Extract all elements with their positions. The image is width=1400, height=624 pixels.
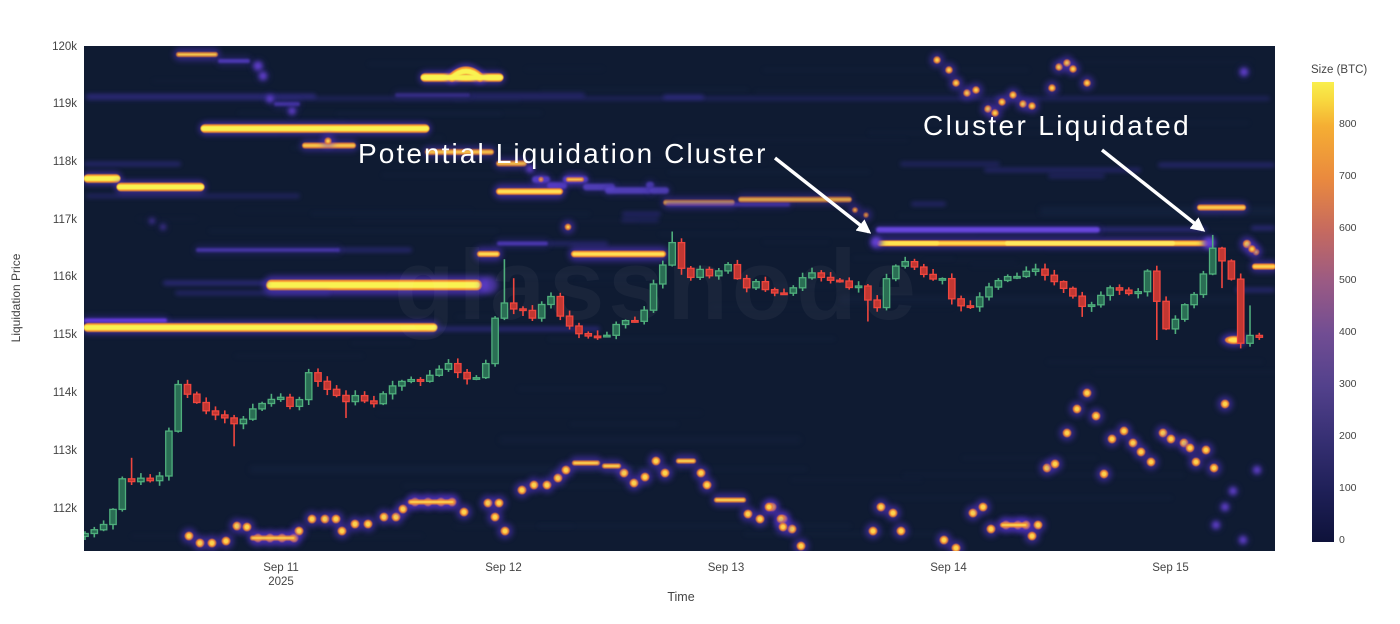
svg-text:112k: 112k [53,503,77,515]
svg-text:800: 800 [1339,118,1357,130]
svg-text:Sep 13: Sep 13 [708,562,744,574]
svg-text:Size (BTC): Size (BTC) [1311,64,1367,76]
svg-text:118k: 118k [53,156,77,168]
svg-text:100: 100 [1339,482,1357,494]
svg-text:120k: 120k [52,41,77,53]
svg-text:300: 300 [1339,378,1357,390]
svg-text:200: 200 [1339,430,1357,442]
svg-text:Cluster Liquidated: Cluster Liquidated [923,110,1191,141]
svg-text:Sep 14: Sep 14 [930,562,967,574]
svg-text:500: 500 [1339,274,1357,286]
svg-text:700: 700 [1339,170,1357,182]
svg-text:Sep 11: Sep 11 [263,562,299,574]
svg-text:0: 0 [1339,534,1345,546]
svg-text:116k: 116k [53,271,77,283]
svg-text:115k: 115k [53,329,77,341]
svg-text:Sep 15: Sep 15 [1152,562,1188,574]
svg-text:117k: 117k [53,214,77,226]
svg-text:Liquidation Price: Liquidation Price [9,253,23,342]
svg-text:2025: 2025 [268,576,294,588]
svg-text:600: 600 [1339,222,1357,234]
svg-text:Potential Liquidation Cluster: Potential Liquidation Cluster [358,138,768,169]
svg-text:Sep 12: Sep 12 [485,562,521,574]
svg-text:113k: 113k [53,445,77,457]
svg-text:119k: 119k [53,98,77,110]
svg-text:Time: Time [667,590,694,604]
svg-text:400: 400 [1339,326,1357,338]
svg-text:114k: 114k [53,387,77,399]
